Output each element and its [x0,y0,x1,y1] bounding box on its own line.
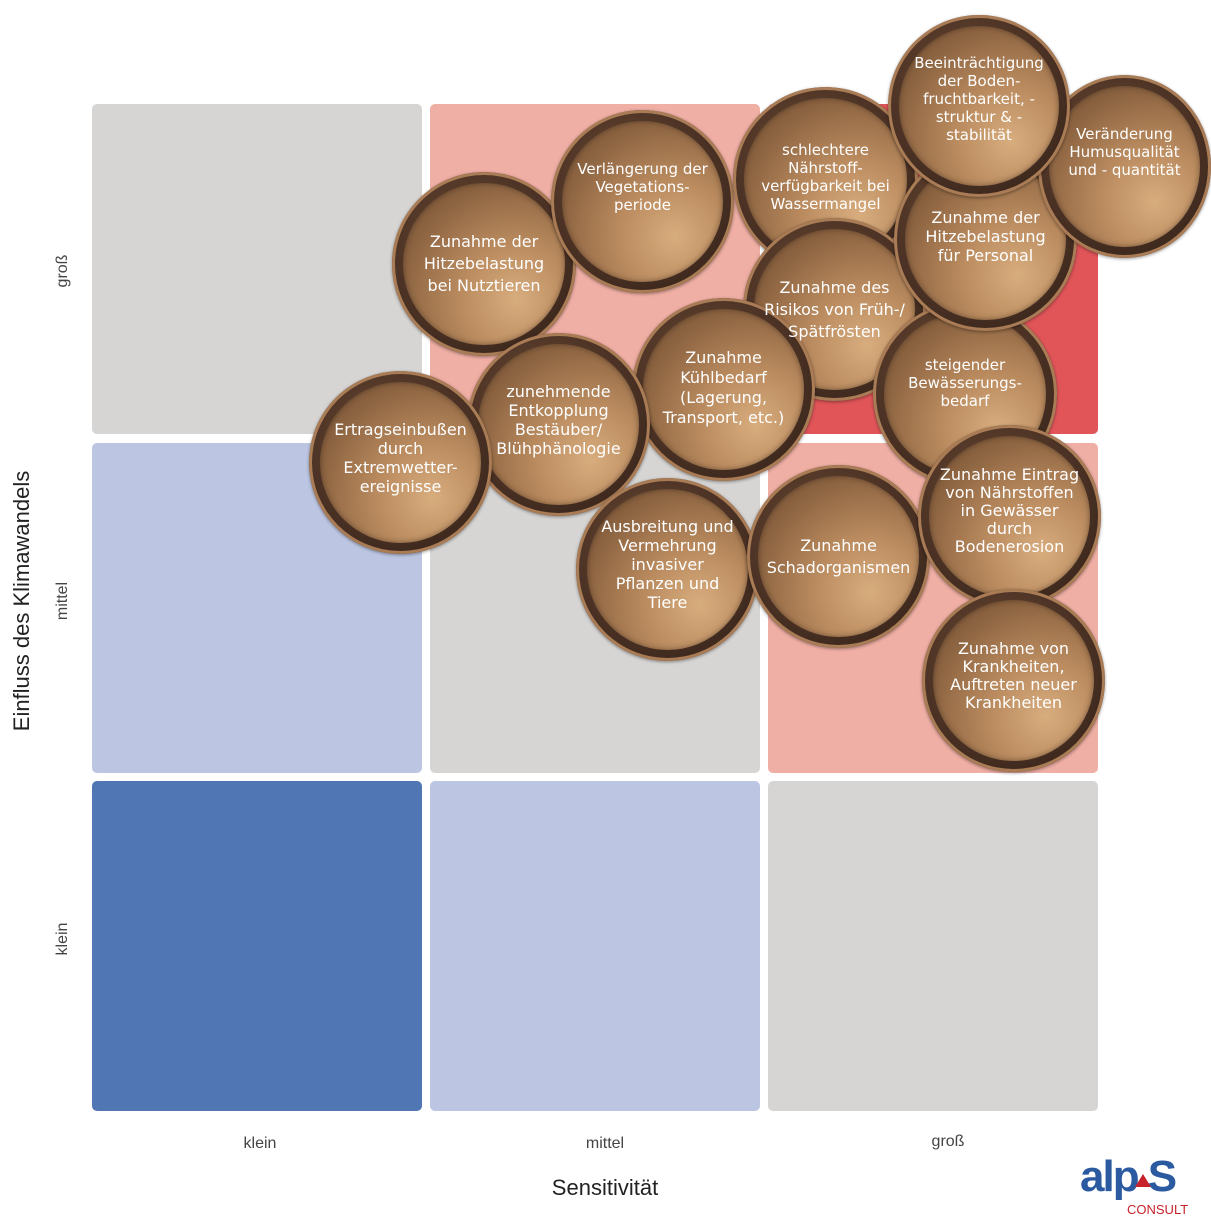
bubble-krankheiten: Zunahme von Krankheiten, Auftreten neuer… [922,589,1105,772]
bubble-boden: Beeinträchtigung der Boden-fruchtbarkeit… [888,15,1070,197]
bubble-label: Zunahme der Hitzebelastung für Personal [925,208,1046,265]
bubble-schadorganismen: Zunahme Schadorganismen [747,465,930,648]
y-tick-mittel: mittel [54,581,71,621]
bubble-label: steigender Bewässerungs-bedarf [908,356,1022,410]
bubble-label: Beeinträchtigung der Boden-fruchtbarkeit… [914,54,1044,144]
bubble-label: Zunahme des Risikos von Früh-/ Spätfröst… [764,277,905,341]
x-tick-mittel: mittel [585,1135,625,1152]
bubble-erosion: Zunahme Eintrag von Nährstoffen in Gewäs… [918,425,1101,608]
bubble-humus: Veränderung Humusqualität und - quantitä… [1038,75,1211,258]
logo-subtext: CONSULT [1127,1202,1189,1217]
bubble-bestaeuber: zunehmende Entkopplung Bestäuber/ Blühph… [467,333,650,516]
bubble-fruehfrost: Zunahme des Risikos von Früh-/ Spätfröst… [743,218,926,401]
bubble-label: Zunahme Eintrag von Nährstoffen in Gewäs… [939,464,1080,556]
bubble-label: Zunahme Schadorganismen [766,535,911,577]
bubble-label: Zunahme von Krankheiten, Auftreten neuer… [950,638,1077,712]
bubble-label: Verlängerung der Vegetations-periode [577,159,708,214]
alps-consult-logo: alp S CONSULT [1080,1152,1200,1218]
y-tick-klein: klein [54,922,71,956]
x-tick-gross: groß [931,1133,965,1150]
matrix-cell [768,781,1098,1111]
bubble-kuehlbedarf: Zunahme Kühlbedarf (Lagerung, Transport,… [632,298,815,481]
y-tick-gross: groß [54,254,71,288]
bubble-label: Zunahme Kühlbedarf (Lagerung, Transport,… [662,347,785,427]
y-axis-title: Einfluss des Klimawandels [9,470,34,732]
bubble-vegetationsperiode: Verlängerung der Vegetations-periode [551,110,734,293]
matrix-cell [92,781,422,1111]
bubble-hitze-nutztiere: Zunahme der Hitzebelastung bei Nutztiere… [392,172,576,356]
bubble-label: schlechtere Nährstoff-verfügbarkeit bei … [761,140,890,213]
bubble-label: Ausbreitung und Vermehrung invasiver Pfl… [601,517,734,612]
bubble-label: Veränderung Humusqualität und - quantitä… [1068,124,1181,179]
logo-triangle-icon [1135,1174,1151,1187]
matrix-cell [430,781,760,1111]
logo-text: alp S [1080,1152,1177,1201]
x-axis-title: Sensitivität [551,1175,659,1200]
bubble-extremwetter: Ertragseinbußen durch Extremwetter-ereig… [309,371,492,554]
x-tick-klein: klein [243,1135,277,1152]
bubble-invasive: Ausbreitung und Vermehrung invasiver Pfl… [576,478,759,661]
bubble-label: Ertragseinbußen durch Extremwetter-ereig… [334,419,467,496]
bubble-label: Zunahme der Hitzebelastung bei Nutztiere… [423,232,545,295]
bubble-label: zunehmende Entkopplung Bestäuber/ Blühph… [496,381,621,458]
